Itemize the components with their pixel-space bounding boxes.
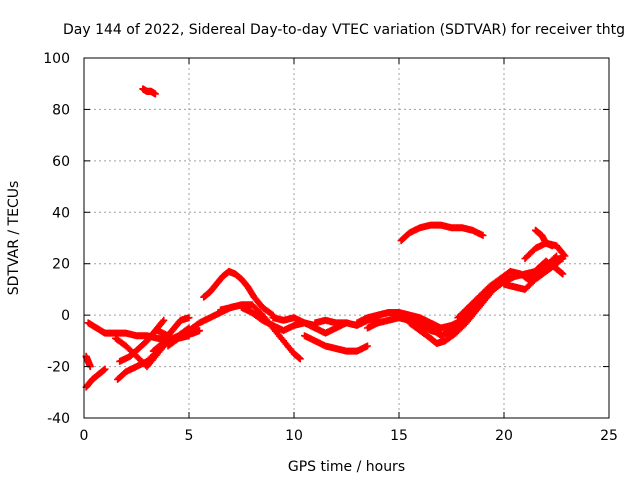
data-point	[101, 365, 109, 373]
series-track-h	[154, 314, 193, 340]
data-point	[151, 90, 159, 98]
series-track-b	[82, 352, 94, 371]
y-tick-label: 20	[52, 257, 70, 273]
plot-frame	[83, 57, 610, 419]
series-track-ab	[525, 257, 567, 283]
chart-title: Day 144 of 2022, Sidereal Day-to-day VTE…	[63, 22, 625, 38]
data-point	[364, 342, 371, 350]
y-tick-label: -40	[47, 411, 70, 427]
series-track-l	[217, 301, 304, 363]
data-point	[296, 355, 304, 363]
y-tick-label: 0	[61, 308, 70, 324]
y-tick-label: 40	[52, 205, 70, 221]
x-tick-label: 10	[285, 428, 303, 444]
data-point	[268, 310, 276, 318]
data-point	[196, 327, 203, 335]
series-track-aa	[532, 226, 556, 250]
x-tick-label: 20	[495, 428, 513, 444]
series-track-o	[301, 332, 371, 355]
data-point	[159, 318, 167, 326]
data-points	[82, 85, 569, 391]
data-point	[560, 251, 568, 259]
x-tick-label: 25	[600, 428, 618, 444]
x-tick-label: 5	[185, 428, 194, 444]
x-tick-label: 0	[80, 428, 89, 444]
data-point	[479, 231, 487, 239]
grid-lines	[84, 58, 609, 418]
series-track-k	[200, 267, 277, 319]
y-tick-label: 60	[52, 154, 70, 170]
series-track-g	[139, 85, 159, 98]
series-track-u	[397, 221, 487, 245]
y-tick-label: 100	[43, 51, 70, 67]
data-point	[553, 252, 560, 260]
x-axis-label: GPS time / hours	[288, 459, 405, 475]
data-point	[559, 270, 567, 278]
axis-ticks: 0 5 10 15 20 25 -40 -20 0 20 40 60 80 100	[43, 51, 618, 444]
y-tick-label: 80	[52, 102, 70, 118]
data-point	[561, 252, 569, 260]
x-tick-label: 15	[390, 428, 408, 444]
data-point	[185, 314, 193, 322]
data-point	[551, 253, 559, 261]
y-tick-label: -20	[47, 360, 70, 376]
series-track-c	[82, 365, 109, 391]
data-point	[548, 242, 556, 250]
data-point	[160, 316, 168, 324]
y-axis-label: SDTVAR / TECUs	[6, 181, 22, 296]
